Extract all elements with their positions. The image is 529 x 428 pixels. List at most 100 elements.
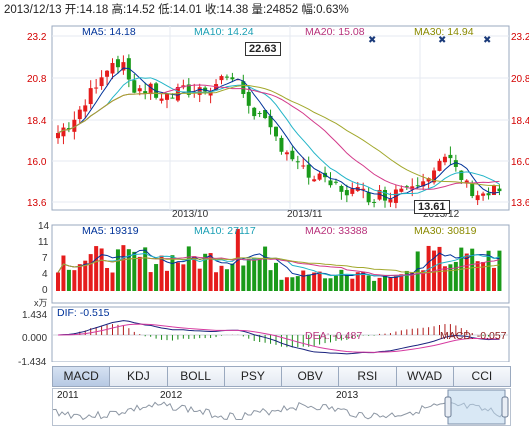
candle-body [399,188,404,192]
volume-bar [268,270,273,291]
volume-bar [197,268,202,291]
volume-bar [241,265,246,291]
candle-body [154,83,159,98]
candle-body [492,185,496,196]
y-tick-left: 16.0 [27,157,47,168]
macd-lines [57,320,500,355]
candle-body [339,185,344,192]
volume-bar [72,270,77,291]
volume-bar [475,261,480,291]
dif-line [57,320,500,355]
volume-bar [94,246,99,291]
candle-body [437,160,442,171]
max-price-label: 22.63 [245,42,281,56]
candle-body [481,193,486,196]
candle-body [77,109,82,119]
volume-bar [399,274,404,291]
y-tick-left: 20.8 [27,74,47,85]
range-navigator[interactable]: 2011 2012 2013 [52,388,511,426]
indicator-tabs: MACD KDJ BOLL PSY OBV RSI WVAD CCI [52,366,511,387]
tab-boll[interactable]: BOLL [168,367,225,386]
pin-icon[interactable]: ✖ [483,35,491,46]
pin-icon[interactable]: ✖ [368,35,376,46]
y-tick-right: 16.0 [511,157,529,168]
candle-body [99,77,104,87]
candle-body [143,91,148,94]
pin-icon[interactable]: ✖ [438,35,446,46]
candle-body [219,76,224,81]
tab-obv[interactable]: OBV [282,367,340,386]
volume-bar [393,274,398,291]
volume-bar [105,267,110,291]
tab-wvad[interactable]: WVAD [397,367,454,386]
candle-body [186,84,191,95]
volume-bar [121,245,126,291]
candle-body [366,192,371,203]
volume-bar [208,253,213,291]
volume-bar [263,246,268,291]
candle-body [350,188,355,194]
y-tick-left: 18.4 [27,116,47,127]
candle-body [317,173,322,180]
volume-bar [214,272,219,291]
candle-body [94,87,99,89]
vol-ma10: MA10: 27117 [194,225,256,237]
tab-cci[interactable]: CCI [471,369,493,383]
close-value: 14.38 [219,4,249,16]
candle-body [132,80,137,93]
candle-body [56,132,60,139]
volume-bar [388,277,393,291]
tab-kdj[interactable]: KDJ [110,367,168,386]
macd-value: MACD: -0.057 [440,330,507,342]
ma-line [57,77,500,196]
volume-bar [312,272,317,291]
tab-macd[interactable]: MACD [53,367,111,386]
vol-ma20: MA20: 33388 [305,225,368,237]
volume-bar [230,263,235,291]
candle-body [208,91,213,96]
volume-bar [224,269,229,291]
candle-body [61,127,66,137]
volume-ma-lines [57,249,500,278]
volume-bar [159,255,164,291]
vol-y-tick: 4 [42,269,48,280]
open-label: 开: [64,4,80,16]
min-price-label: 13.61 [414,200,450,214]
navigator-year: 2011 [57,390,79,401]
tab-rsi[interactable]: RSI [339,367,397,386]
candle-body [83,105,88,112]
candle-body [442,156,447,163]
candle-body [257,112,262,114]
price-ma5: MA5: 14.18 [82,26,136,38]
volume-bar [421,270,426,291]
volume-bar [170,255,175,291]
candle-body [448,154,453,159]
low-label: 低: [158,4,173,16]
candle-body [121,62,126,71]
vol-unit: x万 [34,298,48,308]
y-tick-right: 20.8 [511,74,529,85]
volume-bar [132,251,137,291]
y-tick-left: 13.6 [27,198,47,209]
vol-y-tick: 0 [42,285,48,296]
vol-y-tick: 11 [38,237,49,248]
candle-body [235,79,240,81]
volume-bar [301,270,306,291]
y-tick-right: 13.6 [511,198,529,209]
vol-y-tick: 14 [38,221,50,232]
candle-body [148,83,153,95]
navigator-right-handle[interactable] [501,396,509,418]
candle-body [432,170,437,183]
kline-chart[interactable]: ✖ ✖ ✖ [0,0,529,362]
candle-body [284,152,289,155]
navigator-window[interactable] [447,389,506,425]
navigator-left-handle[interactable] [444,396,452,418]
tab-psy[interactable]: PSY [225,367,282,386]
volume-bar [317,271,322,291]
candle-body [306,164,311,178]
volume-bar [219,265,224,291]
moving-average-lines [57,67,500,200]
candle-body [115,59,120,68]
candle-body [268,115,273,128]
volume-bar [284,277,289,291]
